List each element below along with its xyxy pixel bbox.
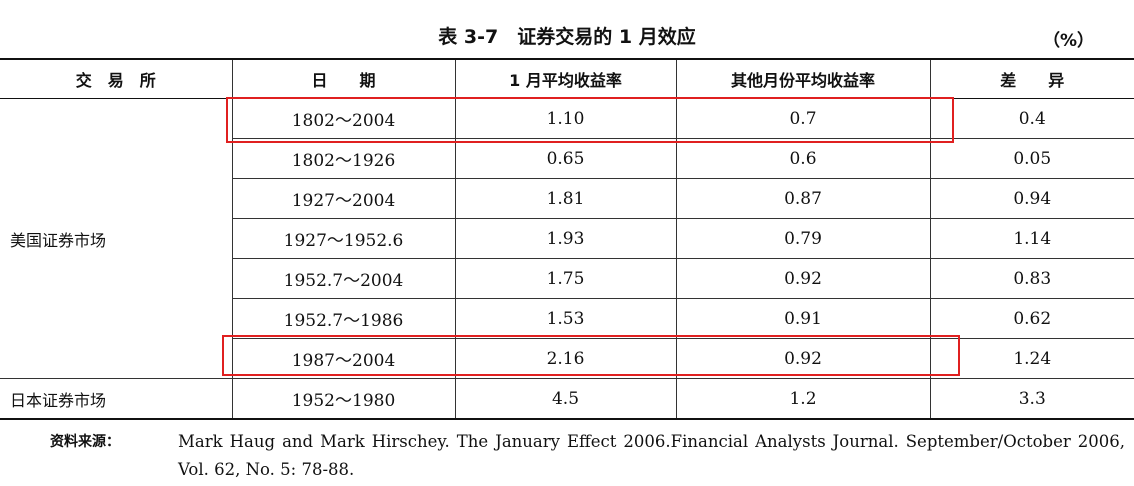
- table-row: 日本证券市场 1952～1980 4.5 1.2 3.3: [0, 378, 1134, 420]
- table-cell: 1952～1980: [231, 378, 455, 420]
- table-cell: 0.4: [929, 98, 1134, 139]
- table-row: 1987～2004 2.16 0.92 1.24: [0, 338, 1134, 379]
- table-cell: 1.14: [929, 218, 1134, 259]
- table-row: 1927～2004 1.81 0.87 0.94: [0, 178, 1134, 219]
- table-cell: 1952.7～2004: [231, 258, 455, 299]
- header-cell: 其他月份平均收益率: [675, 59, 930, 99]
- source-text: Mark Haug and Mark Hirschey. The January…: [178, 432, 1125, 479]
- source-note: 资料来源： Mark Haug and Mark Hirschey. The J…: [50, 428, 1125, 484]
- table-cell: 0.91: [675, 298, 930, 339]
- table-body: 美国证券市场 1802～2004 1.10 0.7 0.4 1802～1926 0.65 0.…: [0, 98, 1134, 420]
- header-cell: 1 月平均收益率: [454, 59, 676, 99]
- table-cell: 0.62: [929, 298, 1134, 339]
- table-cell: 1.2: [675, 378, 930, 420]
- unit: （%）: [1042, 31, 1094, 51]
- table-cell: 0.6: [675, 138, 930, 179]
- table-row: 美国证券市场 1802～2004 1.10 0.7 0.4: [0, 98, 1134, 379]
- table-cell: 1802～1926: [231, 138, 455, 179]
- highlight-box: [226, 97, 954, 143]
- table-cell: 0.79: [675, 218, 930, 259]
- exchange-cell: 美国证券市场: [0, 98, 232, 379]
- table-cell: 1.10: [454, 98, 676, 139]
- header-cell: 差 异: [929, 59, 1134, 99]
- table-cell: 1952.7～1986: [231, 298, 455, 339]
- table-cell: 0.83: [929, 258, 1134, 299]
- table-cell: 0.05: [929, 138, 1134, 179]
- table-cell: 0.65: [454, 138, 676, 179]
- table-cell: 2.16: [454, 338, 676, 379]
- table-cell: 1.24: [929, 338, 1134, 379]
- table-cell: 1.75: [454, 258, 676, 299]
- table-cell: 0.87: [675, 178, 930, 219]
- table-row: 1952.7～2004 1.75 0.92 0.83: [0, 258, 1134, 299]
- table-cell: 1927～2004: [231, 178, 455, 219]
- table-cell: 1987～2004: [231, 338, 455, 379]
- table-cell: 1.81: [454, 178, 676, 219]
- table-row: 1802～1926 0.65 0.6 0.05: [0, 138, 1134, 179]
- table-cell: 4.5: [454, 378, 676, 420]
- table-cell: 1927～1952.6: [231, 218, 455, 259]
- table-cell: 0.94: [929, 178, 1134, 219]
- source-label: 资料来源：: [50, 434, 120, 450]
- table-title: 表 3-7 证券交易的 1 月效应: [438, 26, 696, 48]
- table-cell: 1.93: [454, 218, 676, 259]
- highlight-box: [222, 335, 960, 376]
- table-cell: 0.92: [675, 338, 930, 379]
- header-cell: 交 易 所: [0, 59, 232, 99]
- table-cell: 1802～2004: [231, 98, 455, 139]
- table-cell: 0.7: [675, 98, 930, 139]
- header-cell: 日 期: [231, 59, 455, 99]
- table-cell: 1.53: [454, 298, 676, 339]
- table-row: 1927～1952.6 1.93 0.79 1.14: [0, 218, 1134, 259]
- table-cell: 0.92: [675, 258, 930, 299]
- table-row: 1952.7～1986 1.53 0.91 0.62: [0, 298, 1134, 339]
- table-cell: 3.3: [929, 378, 1134, 420]
- exchange-cell: 日本证券市场: [0, 378, 232, 420]
